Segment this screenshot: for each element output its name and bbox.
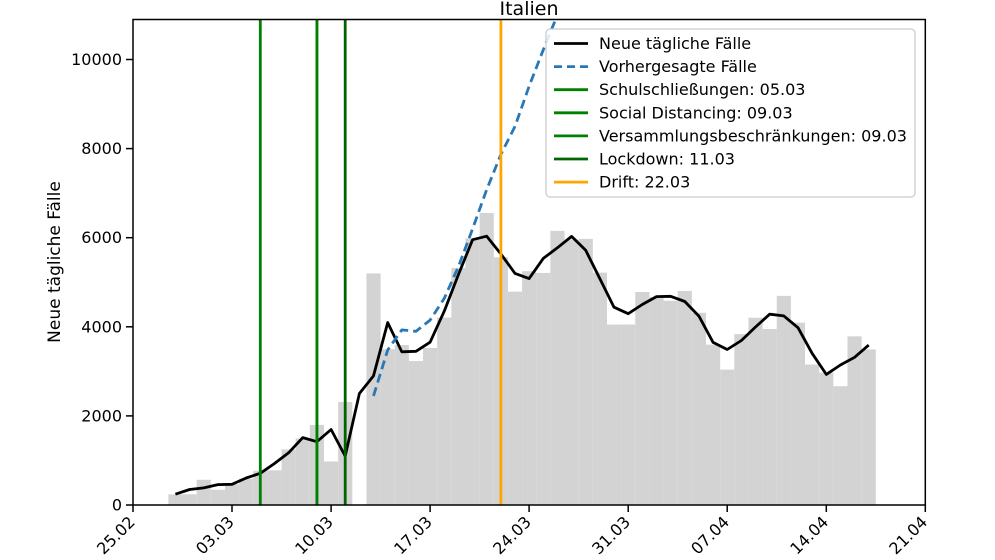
y-tick-label-10000: 10000 [71, 50, 122, 69]
bar-27.03 [564, 239, 579, 505]
bar-06.04 [706, 344, 721, 505]
bar-28.03 [578, 238, 593, 505]
intervention-lines [258, 19, 503, 505]
bar-12.04 [790, 322, 806, 505]
x-tick-label-24.03: 24.03 [489, 512, 535, 558]
series-lines [174, 19, 870, 496]
bar-01.04 [635, 291, 650, 505]
x-tick-label-03.03: 03.03 [192, 512, 238, 558]
y-tick-label-6000: 6000 [81, 228, 122, 247]
bar-10.04 [762, 329, 777, 505]
bar-10.03 [324, 461, 339, 505]
y-tick-label-8000: 8000 [81, 139, 122, 158]
y-tick-label-0: 0 [112, 496, 122, 515]
legend-label-4: Versammlungsbeschränkungen: 09.03 [599, 126, 907, 145]
bar-15.03 [394, 345, 409, 505]
bar-19.03 [451, 267, 466, 505]
bar-16.04 [847, 336, 862, 505]
x-tick-label-07.04: 07.04 [687, 512, 733, 558]
bar-03.03 [224, 484, 240, 505]
bar-05.04 [691, 312, 706, 505]
x-tick-label-10.03: 10.03 [291, 512, 337, 558]
bar-08.03 [295, 438, 310, 505]
legend-label-5: Lockdown: 11.03 [599, 150, 735, 169]
bar-24.03 [522, 271, 537, 505]
bar-02.04 [649, 297, 664, 505]
legend-label-3: Social Distancing: 09.03 [599, 103, 793, 122]
x-tick-label-14.04: 14.04 [786, 512, 832, 558]
bar-04.03 [239, 478, 254, 505]
x-tick-label-21.04: 21.04 [885, 512, 931, 558]
bar-06.03 [267, 470, 282, 505]
bar-17.04 [861, 349, 876, 505]
x-tick-label-25.02: 25.02 [93, 512, 139, 558]
bar-09.04 [748, 317, 763, 505]
predicted-cases-line [372, 19, 558, 397]
x-axis: 25.02 03.03 10.03 17.03 24.03 31.03 07.04 14.04… [93, 505, 931, 558]
bar-14.04 [819, 372, 834, 505]
bar-29.02 [182, 494, 197, 505]
bar-30.03 [606, 324, 622, 505]
bar-04.04 [677, 290, 692, 505]
bar-11.04 [776, 295, 791, 505]
bar-29.03 [592, 272, 607, 505]
bar-17.03 [423, 347, 438, 505]
legend-label-1: Vorhergesagte Fälle [599, 57, 757, 76]
daily-cases-bars [168, 212, 876, 505]
legend: Neue tägliche Fälle Vorhergesagte Fälle Sc… [545, 28, 916, 198]
bar-21.03 [479, 212, 494, 505]
bar-20.03 [465, 238, 480, 505]
actual-cases-line [174, 234, 870, 496]
bar-08.04 [734, 334, 749, 505]
bar-14.03 [380, 349, 395, 505]
bar-23.03 [507, 291, 523, 505]
bar-25.03 [536, 272, 551, 505]
bar-26.03 [550, 230, 565, 505]
bar-28.02 [168, 494, 183, 505]
bar-13.04 [805, 364, 820, 505]
x-tick-label-31.03: 31.03 [588, 512, 634, 558]
y-tick-label-4000: 4000 [81, 317, 122, 336]
bar-16.03 [408, 360, 424, 505]
y-axis-label: Neue tägliche Fälle [45, 181, 65, 343]
legend-box [545, 28, 916, 198]
y-tick-label-2000: 2000 [81, 406, 122, 425]
x-tick-label-17.03: 17.03 [390, 512, 436, 558]
bar-15.04 [833, 386, 848, 505]
bar-07.04 [720, 369, 735, 505]
legend-label-6: Drift: 22.03 [599, 173, 690, 192]
bar-13.03 [366, 273, 381, 505]
bar-18.03 [437, 317, 452, 505]
legend-label-0: Neue tägliche Fälle [599, 34, 751, 53]
legend-label-2: Schulschließungen: 05.03 [599, 80, 805, 99]
bar-01.03 [196, 479, 211, 505]
y-axis: 0 2000 4000 6000 8000 10000 [71, 50, 133, 515]
chart-title: Italien [500, 0, 559, 20]
bar-02.03 [210, 489, 225, 505]
bar-07.03 [281, 449, 296, 505]
bar-31.03 [621, 324, 636, 505]
bar-03.04 [663, 300, 678, 505]
